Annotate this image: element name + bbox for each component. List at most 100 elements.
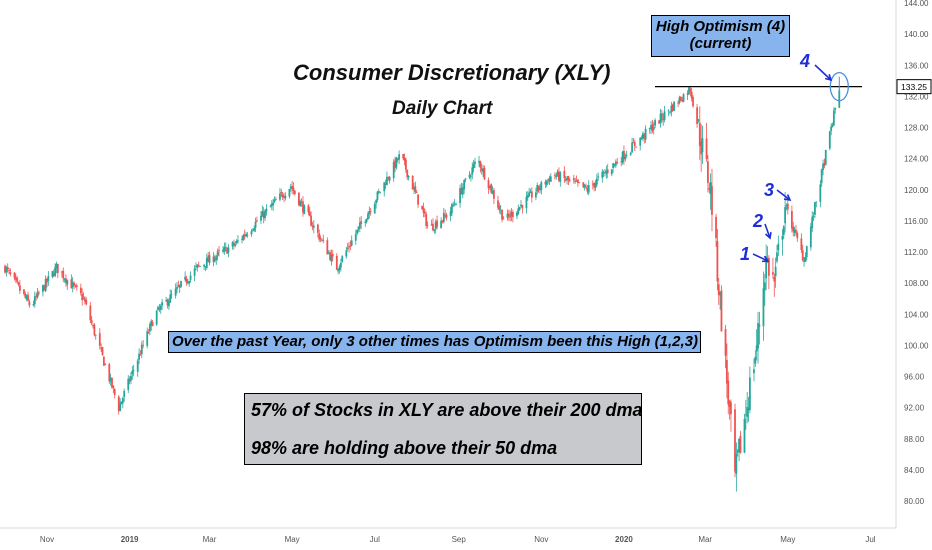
- y-tick-label: 116.00: [904, 217, 928, 226]
- candle: [753, 358, 755, 382]
- candle-body: [17, 282, 20, 285]
- candle: [373, 201, 376, 214]
- candle-body: [367, 213, 369, 220]
- candle: [208, 251, 211, 266]
- candle: [587, 180, 590, 196]
- candle: [746, 391, 749, 424]
- candle-body: [354, 234, 357, 241]
- candle-body: [101, 347, 104, 356]
- candle-body: [176, 286, 178, 289]
- candle: [177, 280, 180, 288]
- candle: [613, 163, 616, 168]
- candle: [28, 299, 31, 308]
- candle-body: [23, 289, 25, 294]
- candle: [758, 311, 761, 345]
- candle-body: [776, 252, 778, 262]
- candle-body: [37, 292, 40, 294]
- candle: [274, 196, 277, 201]
- candle-body: [819, 184, 822, 202]
- candle-body: [629, 152, 632, 155]
- candle-body: [801, 250, 804, 261]
- optimism-current-label: (current): [689, 35, 752, 52]
- candle: [658, 119, 661, 124]
- candle-body: [539, 188, 541, 191]
- candle: [155, 309, 158, 326]
- candle-body: [174, 288, 177, 296]
- candle: [785, 203, 788, 211]
- candle: [720, 285, 723, 332]
- candle-body: [493, 190, 495, 199]
- candle-body: [215, 256, 218, 260]
- candle: [341, 255, 344, 264]
- candle-body: [284, 195, 287, 199]
- candle-body: [113, 389, 116, 395]
- candle: [739, 430, 742, 454]
- candle-body: [18, 285, 21, 291]
- candle-body: [167, 301, 170, 307]
- candle-body: [452, 204, 455, 206]
- candle-body: [155, 310, 158, 325]
- candle-body: [150, 320, 153, 326]
- candle-body: [834, 108, 837, 110]
- candle: [235, 239, 238, 245]
- candle-body: [246, 234, 249, 236]
- candle-body: [253, 228, 256, 231]
- candle: [167, 298, 170, 310]
- candle: [260, 210, 262, 224]
- candle: [633, 139, 636, 152]
- candle-body: [754, 356, 757, 364]
- candle: [482, 164, 484, 177]
- candle-body: [292, 187, 295, 192]
- candle: [9, 268, 12, 277]
- candle-body: [461, 187, 464, 195]
- candle-body: [375, 200, 377, 204]
- candle: [329, 249, 331, 261]
- candle: [422, 202, 425, 218]
- candle: [716, 229, 719, 291]
- candle: [261, 205, 264, 217]
- candle-body: [709, 182, 712, 195]
- candle-body: [288, 189, 291, 197]
- candle-body: [425, 214, 428, 226]
- candle-body: [60, 271, 63, 273]
- candle: [307, 203, 310, 216]
- candle: [681, 97, 684, 103]
- candle-body: [207, 256, 210, 262]
- candle-body: [383, 182, 386, 192]
- candle: [498, 202, 501, 214]
- candle: [330, 249, 333, 266]
- candle: [707, 155, 709, 193]
- candle: [142, 340, 145, 349]
- candle-body: [9, 272, 12, 274]
- stat-200dma: 57% of Stocks in XLY are above their 200…: [251, 400, 643, 420]
- candle-body: [678, 97, 681, 104]
- candle-body: [16, 278, 19, 282]
- candle: [338, 264, 341, 274]
- callout-arrow: [764, 223, 771, 239]
- candle: [345, 246, 348, 259]
- candle: [158, 303, 161, 312]
- candle: [227, 244, 230, 258]
- candle-body: [758, 324, 761, 327]
- candle-body: [537, 185, 540, 190]
- candle: [415, 190, 418, 194]
- candle-body: [548, 177, 551, 182]
- chart-subtitle: Daily Chart: [392, 98, 493, 119]
- candle-body: [75, 285, 78, 288]
- candle: [433, 229, 436, 234]
- candle: [234, 241, 237, 248]
- candle-body: [559, 172, 562, 182]
- candle: [84, 295, 86, 305]
- candle-body: [572, 178, 575, 181]
- candle: [540, 180, 543, 195]
- candle: [734, 403, 736, 478]
- candle: [604, 169, 606, 177]
- candle-body: [635, 146, 638, 148]
- candle-body: [8, 270, 10, 271]
- candle: [123, 388, 126, 402]
- candle-body: [474, 161, 476, 165]
- candle-body: [631, 142, 633, 153]
- y-tick-label: 80.00: [904, 497, 925, 506]
- candle-body: [350, 240, 353, 246]
- candle-body: [673, 101, 675, 111]
